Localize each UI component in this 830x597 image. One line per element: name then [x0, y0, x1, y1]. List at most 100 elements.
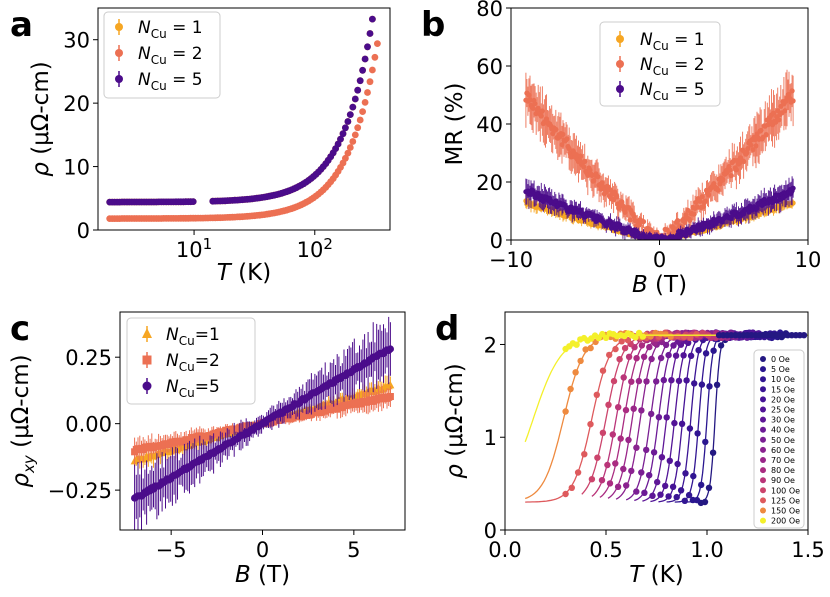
legend-label: NCu = 5: [640, 80, 705, 103]
data-point: [599, 429, 607, 436]
series-N_Cu=5: [131, 316, 394, 530]
data-point: [685, 491, 693, 499]
legend-label: NCu = 1: [640, 30, 705, 53]
data-point: [632, 334, 639, 341]
y-tick-label: −0.25: [48, 479, 112, 503]
data-point: [612, 460, 619, 467]
data-point: [709, 449, 717, 456]
data-point: [354, 124, 362, 132]
data-point: [672, 352, 680, 359]
data-point: [617, 435, 624, 442]
data-point: [625, 353, 633, 360]
x-tick-label: 1.0: [690, 538, 723, 562]
data-point: [668, 377, 675, 384]
data-point: [660, 376, 667, 384]
data-point: [349, 103, 357, 111]
data-point: [693, 330, 700, 338]
data-point: [361, 55, 369, 63]
data-point: [574, 469, 582, 476]
y-tick-label: 20: [476, 171, 503, 195]
legend-label: 20 Oe: [771, 395, 795, 404]
data-point: [344, 149, 352, 157]
data-point: [346, 111, 354, 118]
panel-label: c: [10, 309, 30, 349]
plot-area-a: [106, 0, 381, 223]
data-point: [630, 405, 637, 412]
data-point: [349, 138, 357, 145]
y-tick-label: 0.25: [65, 346, 112, 370]
data-point: [372, 0, 379, 7]
legend-label: 30 Oe: [771, 416, 795, 425]
legend-label: 60 Oe: [771, 446, 795, 455]
legend-marker: [115, 49, 123, 57]
series-200 Oe: [524, 329, 808, 443]
data-point: [366, 30, 374, 37]
legend-marker: [616, 85, 624, 93]
legend-marker: [760, 467, 766, 474]
legend-marker: [760, 426, 766, 433]
data-point: [342, 124, 349, 132]
y-axis-label: ρ (μΩ-cm): [442, 363, 468, 478]
data-point: [369, 15, 376, 23]
legend-label: 0 Oe: [771, 355, 790, 364]
data-point: [364, 89, 371, 96]
data-point: [653, 378, 660, 385]
data-point: [577, 357, 584, 365]
data-point: [361, 99, 369, 106]
data-point: [582, 346, 589, 353]
x-axis-label: T (K): [217, 260, 271, 286]
data-point: [374, 40, 381, 47]
data-point: [606, 351, 613, 359]
data-point: [691, 380, 698, 387]
data-point: [356, 116, 364, 124]
data-point: [648, 355, 655, 363]
data-point: [337, 135, 344, 143]
x-tick-label: −10: [489, 248, 533, 272]
y-tick-label: 0: [77, 219, 90, 243]
legend-marker: [760, 396, 766, 403]
data-point: [687, 352, 695, 359]
data-point: [699, 329, 706, 337]
data-point: [339, 130, 347, 138]
legend-label: 150 Oe: [771, 507, 800, 516]
data-point: [621, 344, 629, 352]
data-point: [625, 436, 632, 444]
data-point: [665, 351, 672, 359]
panel-label: d: [435, 309, 459, 349]
data-point: [717, 342, 725, 349]
data-point: [650, 449, 658, 456]
data-point: [604, 461, 611, 469]
data-point: [612, 345, 619, 353]
data-point: [638, 407, 645, 414]
series-N_Cu = 5: [106, 0, 379, 206]
data-point: [658, 454, 666, 461]
data-point: [189, 198, 197, 206]
data-point: [648, 410, 655, 418]
y-tick-label: 40: [476, 113, 503, 137]
data-point: [702, 438, 709, 446]
data-point: [701, 498, 709, 506]
x-tick-label: 1.5: [791, 538, 824, 562]
data-point: [800, 332, 808, 339]
y-tick-label: 0.00: [65, 413, 112, 437]
y-tick-label: 0: [490, 229, 503, 253]
data-point: [665, 493, 672, 500]
legend-marker: [142, 355, 152, 365]
legend-label: 50 Oe: [771, 436, 795, 445]
legend-d: [753, 349, 805, 529]
legend-label: NCu=2: [166, 351, 220, 374]
data-point: [790, 185, 796, 191]
data-point: [789, 88, 795, 94]
legend-label: 5 Oe: [771, 365, 790, 374]
data-point: [567, 385, 574, 393]
data-point: [610, 377, 618, 385]
x-tick-label: 0: [653, 248, 666, 272]
legend-b: [599, 21, 721, 107]
data-point: [598, 477, 606, 484]
legend-marker: [142, 328, 152, 338]
panel-c: −5 0 5 −0.25 0.00 0.25 B (T) ρxy (μΩ-cm) c NCu=1 N…: [8, 309, 406, 588]
y-tick-label: 2: [484, 333, 497, 357]
